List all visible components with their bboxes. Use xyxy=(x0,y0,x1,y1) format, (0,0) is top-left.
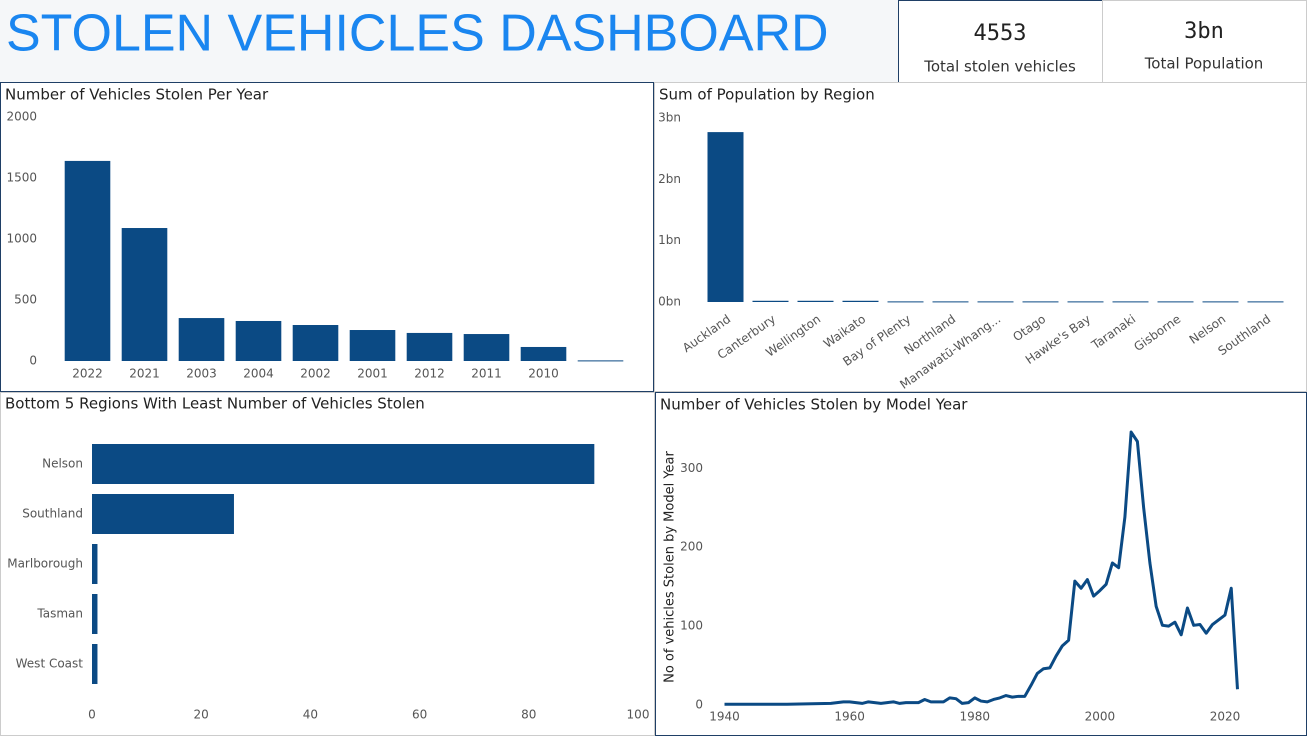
bar xyxy=(520,346,567,361)
x-tick-label: 2001 xyxy=(357,367,388,381)
x-tick-label: 1960 xyxy=(834,710,865,724)
kpi-card xyxy=(898,0,1103,83)
x-tick-label: 2000 xyxy=(1085,710,1116,724)
y-tick-label: Nelson xyxy=(42,457,83,471)
x-tick-label: 100 xyxy=(627,708,650,722)
x-tick-label: 2004 xyxy=(243,367,274,381)
bar xyxy=(92,444,595,484)
y-tick-label: 0 xyxy=(29,354,37,368)
bar xyxy=(842,300,879,302)
x-tick-label: Otago xyxy=(1010,312,1048,344)
bar xyxy=(577,360,624,362)
y-tick-label: 300 xyxy=(680,461,703,475)
x-tick-label: 2012 xyxy=(414,367,445,381)
y-tick-label: 0 xyxy=(695,698,703,712)
x-tick-label: 2002 xyxy=(300,367,331,381)
kpi-label: Total stolen vehicles xyxy=(923,58,1076,76)
x-tick-label: Gisborne xyxy=(1131,312,1183,354)
x-tick-label: 0 xyxy=(88,708,96,722)
bar xyxy=(1247,301,1284,303)
bar xyxy=(92,644,98,684)
x-tick-label: Taranaki xyxy=(1088,312,1138,353)
x-tick-label: 2021 xyxy=(129,367,160,381)
chart-title: Number of Vehicles Stolen Per Year xyxy=(5,86,269,104)
x-tick-label: 2003 xyxy=(186,367,217,381)
kpi-label: Total Population xyxy=(1144,55,1264,73)
y-tick-label: 1000 xyxy=(6,232,37,246)
bar xyxy=(707,132,744,302)
panel xyxy=(655,392,1307,736)
y-tick-label: 0bn xyxy=(658,295,681,309)
kpi-value: 4553 xyxy=(974,21,1027,46)
y-tick-label: Marlborough xyxy=(7,557,83,571)
bar xyxy=(349,330,396,361)
x-tick-label: 1940 xyxy=(709,710,740,724)
chart-title: Sum of Population by Region xyxy=(659,86,875,104)
bar xyxy=(887,301,924,303)
x-tick-label: 2011 xyxy=(471,367,502,381)
y-tick-label: 1500 xyxy=(6,171,37,185)
bar xyxy=(1157,301,1194,303)
bar xyxy=(1022,301,1059,303)
bar xyxy=(1067,301,1104,303)
x-tick-label: 40 xyxy=(303,708,318,722)
y-tick-label: Southland xyxy=(22,507,83,521)
panel xyxy=(654,82,1307,392)
y-axis-title: No of vehicles Stolen by Model Year xyxy=(663,450,678,682)
kpi-card xyxy=(1102,0,1307,83)
kpi-value: 3bn xyxy=(1184,19,1224,44)
bar xyxy=(92,544,98,584)
bar xyxy=(1112,301,1149,303)
y-tick-label: 1bn xyxy=(658,233,681,247)
bar xyxy=(121,228,168,361)
chart-title: Bottom 5 Regions With Least Number of Ve… xyxy=(5,395,425,413)
panel xyxy=(0,392,655,736)
x-tick-label: 80 xyxy=(521,708,536,722)
x-tick-label: 1980 xyxy=(959,710,990,724)
bar xyxy=(752,300,789,302)
x-tick-label: 60 xyxy=(412,708,427,722)
bar xyxy=(977,301,1014,303)
y-tick-label: 100 xyxy=(680,619,703,633)
line xyxy=(724,430,1239,706)
x-tick-label: 20 xyxy=(194,708,209,722)
x-tick-label: 2010 xyxy=(528,367,559,381)
bar xyxy=(1202,301,1239,303)
y-tick-label: 3bn xyxy=(658,111,681,125)
y-tick-label: 2000 xyxy=(6,110,37,124)
dashboard-title: STOLEN VEHICLES DASHBOARD xyxy=(6,5,829,63)
bar xyxy=(463,334,510,361)
bar xyxy=(235,320,282,361)
chart-title: Number of Vehicles Stolen by Model Year xyxy=(660,396,968,414)
bar xyxy=(797,300,834,302)
panel xyxy=(0,82,654,392)
bar xyxy=(178,318,225,361)
y-tick-label: Tasman xyxy=(36,607,83,621)
x-tick-label: 2020 xyxy=(1210,710,1241,724)
y-tick-label: 2bn xyxy=(658,172,681,186)
bar xyxy=(92,494,234,534)
bar xyxy=(92,594,98,634)
x-tick-label: 2022 xyxy=(72,367,103,381)
bar xyxy=(406,332,453,361)
y-tick-label: West Coast xyxy=(16,657,84,671)
y-tick-label: 500 xyxy=(14,293,37,307)
y-tick-label: 200 xyxy=(680,540,703,554)
bar xyxy=(292,325,339,361)
bar xyxy=(932,301,969,303)
bar xyxy=(64,160,111,361)
header-bg xyxy=(0,0,898,82)
